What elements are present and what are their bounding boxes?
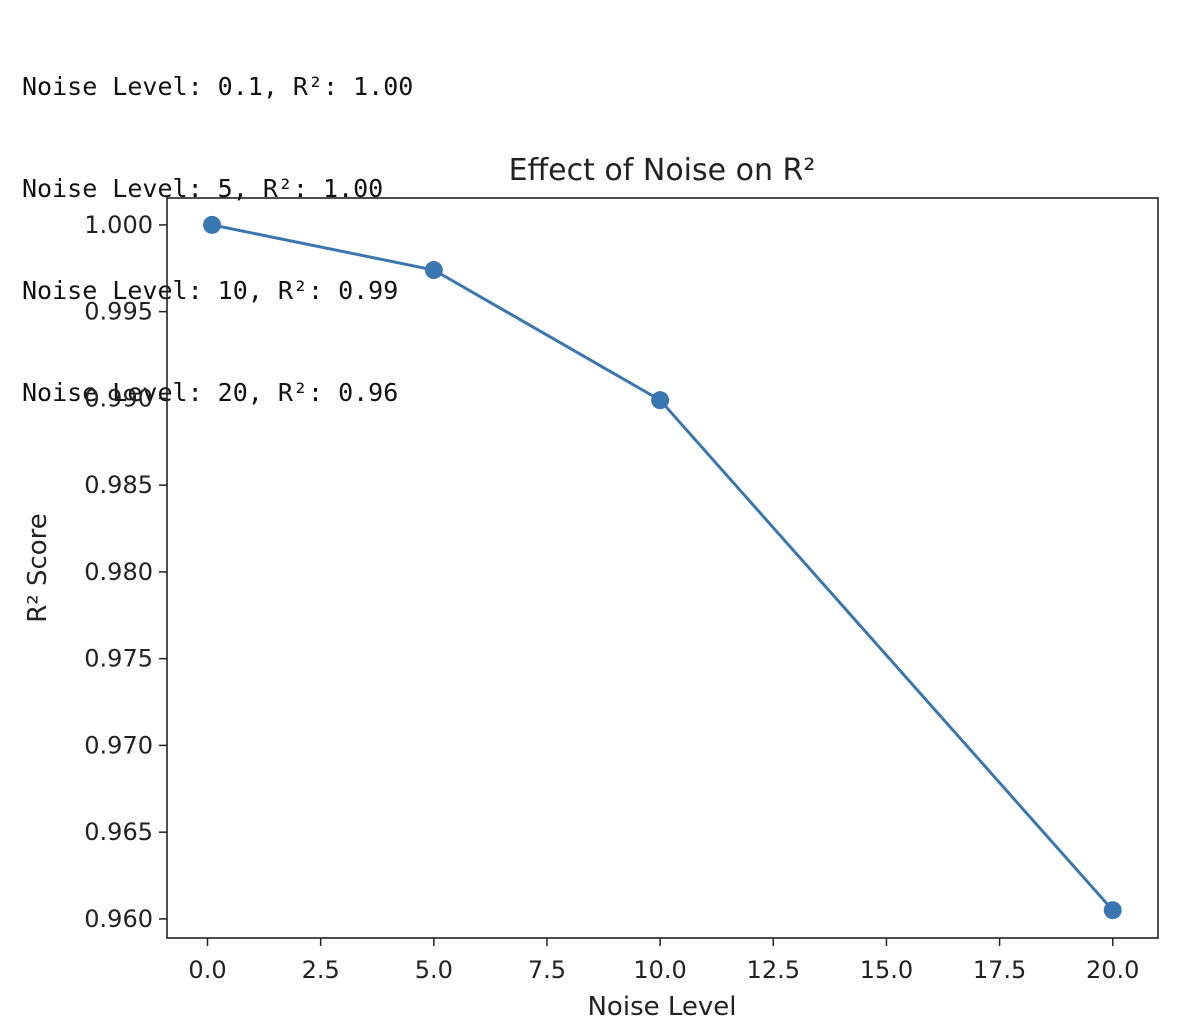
y-tick-label: 1.000 bbox=[84, 211, 153, 239]
plot-frame bbox=[166, 197, 1159, 939]
data-point bbox=[424, 261, 443, 280]
y-tick-label: 0.965 bbox=[84, 818, 153, 846]
x-tick-label: 0.0 bbox=[188, 956, 226, 984]
x-tick-label: 17.5 bbox=[973, 956, 1026, 984]
x-tick-label: 10.0 bbox=[633, 956, 686, 984]
console-line: Noise Level: 10, R²: 0.99 bbox=[22, 276, 399, 305]
data-point bbox=[1103, 901, 1122, 920]
x-tick-label: 20.0 bbox=[1086, 956, 1139, 984]
x-tick-label: 12.5 bbox=[747, 956, 800, 984]
x-tick-label: 7.5 bbox=[528, 956, 566, 984]
x-tick-label: 5.0 bbox=[415, 956, 453, 984]
x-tick-label: 15.0 bbox=[860, 956, 913, 984]
y-tick-label: 0.985 bbox=[84, 471, 153, 499]
data-point bbox=[651, 391, 670, 410]
x-axis-label: Noise Level bbox=[587, 992, 736, 1022]
console-line: Noise Level: 0.1, R²: 1.00 bbox=[22, 72, 414, 101]
y-tick-label: 0.970 bbox=[84, 731, 153, 759]
y-axis-label: R² Score bbox=[23, 513, 53, 623]
data-point bbox=[203, 215, 222, 234]
y-tick-label: 0.990 bbox=[84, 384, 153, 412]
console-line: Noise Level: 20, R²: 0.96 bbox=[22, 378, 399, 407]
y-axis: 0.960 0.965 0.970 0.975 0.980 0.985 0.990 0.995… bbox=[84, 211, 167, 933]
y-tick-label: 0.975 bbox=[84, 645, 153, 673]
series-line bbox=[211, 223, 1114, 912]
chart-title: Effect of Noise on R² bbox=[509, 153, 816, 188]
x-axis: 0.0 2.5 5.0 7.5 10.0 12.5 15.0 17.5 20.0 bbox=[188, 938, 1139, 984]
series-group bbox=[203, 215, 1122, 920]
y-tick-label: 0.995 bbox=[84, 298, 153, 326]
x-tick-label: 2.5 bbox=[302, 956, 340, 984]
y-tick-label: 0.980 bbox=[84, 558, 153, 586]
y-tick-label: 0.960 bbox=[84, 905, 153, 933]
